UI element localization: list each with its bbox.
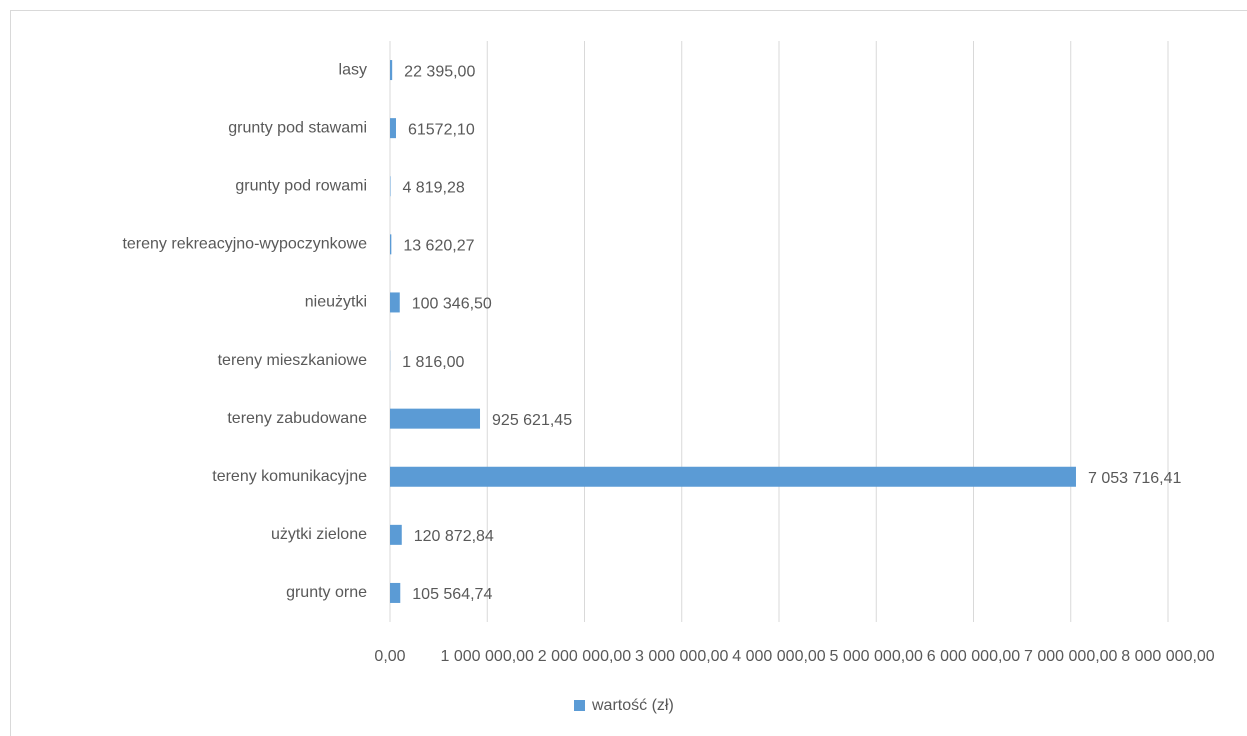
bar bbox=[390, 408, 481, 429]
bar bbox=[390, 118, 396, 139]
bar bbox=[390, 524, 402, 545]
x-tick-label: 5 000 000,00 bbox=[830, 648, 924, 665]
x-tick-label: 8 000 000,00 bbox=[1121, 648, 1215, 665]
x-tick-label: 6 000 000,00 bbox=[927, 648, 1021, 665]
y-tick-label: użytki zielone bbox=[271, 526, 367, 543]
data-label: 100 346,50 bbox=[412, 296, 492, 313]
y-tick-label: grunty pod stawami bbox=[228, 119, 367, 136]
x-tick-label: 3 000 000,00 bbox=[635, 648, 729, 665]
bar bbox=[390, 60, 393, 81]
data-label: 105 564,74 bbox=[412, 586, 492, 603]
bar bbox=[390, 292, 400, 313]
data-label: 13 620,27 bbox=[403, 238, 474, 255]
x-tick-label: 2 000 000,00 bbox=[538, 648, 632, 665]
data-label: 1 816,00 bbox=[402, 354, 464, 371]
legend-label: wartość (zł) bbox=[591, 697, 674, 714]
y-tick-label: lasy bbox=[339, 61, 367, 78]
x-tick-label: 1 000 000,00 bbox=[441, 648, 535, 665]
y-tick-label: grunty pod rowami bbox=[235, 177, 367, 194]
data-label: 7 053 716,41 bbox=[1088, 470, 1182, 487]
chart-border bbox=[10, 10, 1247, 736]
x-tick-label: 0,00 bbox=[374, 648, 405, 665]
y-tick-label: tereny zabudowane bbox=[227, 410, 367, 427]
y-tick-label: nieużytki bbox=[305, 294, 367, 311]
x-tick-label: 7 000 000,00 bbox=[1024, 648, 1118, 665]
bar bbox=[390, 234, 392, 255]
y-tick-label: tereny komunikacyjne bbox=[212, 468, 367, 485]
data-label: 120 872,84 bbox=[414, 528, 494, 545]
data-label: 925 621,45 bbox=[492, 412, 572, 429]
y-tick-label: tereny mieszkaniowe bbox=[218, 352, 368, 369]
y-tick-label: grunty orne bbox=[286, 584, 367, 601]
y-tick-label: tereny rekreacyjno-wypoczynkowe bbox=[122, 236, 367, 253]
data-label: 22 395,00 bbox=[404, 63, 475, 80]
legend-swatch bbox=[574, 700, 585, 711]
x-tick-label: 4 000 000,00 bbox=[732, 648, 826, 665]
data-label: 61572,10 bbox=[408, 121, 475, 138]
data-label: 4 819,28 bbox=[402, 179, 464, 196]
bar bbox=[390, 582, 401, 603]
bar bbox=[390, 466, 1076, 487]
